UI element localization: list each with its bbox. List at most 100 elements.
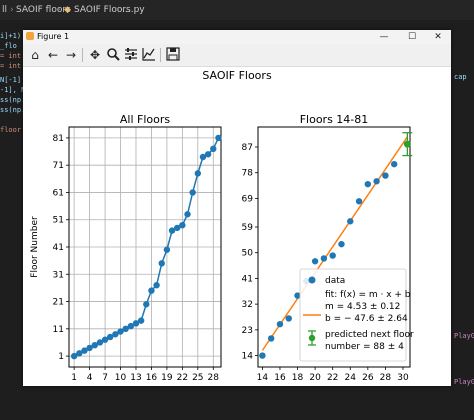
- data-point: [347, 218, 354, 225]
- data-point: [101, 336, 109, 343]
- data-point: [168, 227, 176, 234]
- edit-axis-icon[interactable]: [141, 47, 157, 63]
- x-tick-label: 30: [397, 373, 409, 383]
- legend-data-marker: [308, 276, 316, 284]
- data-point: [204, 151, 212, 158]
- code-line: N[-1]: [0, 76, 22, 84]
- y-tick-label: 81: [53, 134, 64, 144]
- data-point: [311, 258, 319, 265]
- data-point: [215, 134, 222, 142]
- terminal-area: [0, 400, 474, 420]
- y-tick-label: 41: [53, 243, 64, 253]
- y-tick-label: 11: [53, 325, 64, 335]
- x-tick-label: 26: [362, 373, 374, 383]
- y-tick-label: 69: [242, 194, 254, 204]
- data-point: [199, 153, 207, 161]
- code-line: ss(np.: [0, 106, 26, 114]
- code-editor-fragment[interactable]: i]+1) _flo = int = int N[-1] -1], N ss(n…: [0, 20, 26, 400]
- data-point: [81, 347, 88, 354]
- legend-fit-slope: m = 4.53 ± 0.12: [325, 302, 400, 312]
- x-tick-label: 18: [292, 373, 304, 383]
- pan-icon[interactable]: ✥: [89, 48, 101, 62]
- data-point: [184, 211, 191, 218]
- figure-window[interactable]: Figure 1 — ☐ ✕ ⌂ ← → ✥ SAOIF Floors All …: [23, 30, 451, 386]
- data-point: [70, 352, 78, 360]
- y-tick-label: 59: [242, 223, 254, 233]
- save-icon[interactable]: [165, 47, 181, 63]
- y-tick-label: 51: [53, 216, 64, 226]
- legend-prediction-value: number = 88 ± 4: [325, 342, 404, 352]
- maximize-button[interactable]: ☐: [407, 32, 417, 42]
- x-tick-label: 22: [327, 373, 338, 383]
- data-point: [132, 320, 140, 327]
- data-point: [355, 198, 363, 205]
- terminal-line: PlayG: [454, 332, 474, 340]
- chart-title-floors-14-81: Floors 14-81: [300, 113, 369, 126]
- data-point: [194, 170, 202, 177]
- data-point: [320, 255, 328, 262]
- data-point: [107, 333, 114, 341]
- y-tick-label: 21: [53, 298, 64, 308]
- minimize-button[interactable]: —: [379, 32, 389, 42]
- y-tick-label: 87: [242, 143, 253, 153]
- y-tick-label: 71: [53, 161, 64, 171]
- configure-subplots-icon[interactable]: [123, 47, 139, 63]
- back-arrow-icon[interactable]: ←: [47, 48, 59, 62]
- breadcrumb-item[interactable]: ...: [122, 5, 131, 15]
- legend-fit-label: fit: f(x) = m · x + b: [325, 290, 411, 300]
- y-tick-label: 41: [242, 274, 253, 284]
- data-point: [294, 292, 301, 299]
- x-tick-label: 14: [257, 373, 269, 383]
- data-point: [382, 172, 389, 179]
- data-point: [122, 325, 129, 333]
- x-tick-label: 20: [309, 373, 321, 383]
- y-tick-label: 1: [58, 352, 64, 362]
- window-titlebar[interactable]: Figure 1 — ☐ ✕: [23, 30, 451, 44]
- data-point: [76, 350, 83, 357]
- data-point: [210, 145, 217, 153]
- close-button[interactable]: ✕: [434, 32, 442, 42]
- prediction-point: [403, 140, 411, 148]
- figure-canvas[interactable]: SAOIF Floors All Floors Floors 14-81 Flo…: [23, 67, 451, 386]
- data-point: [143, 301, 150, 308]
- x-tick-label: 13: [130, 373, 141, 383]
- data-point: [364, 180, 372, 188]
- zoom-icon[interactable]: [105, 47, 121, 63]
- data-point: [373, 178, 380, 185]
- legend-prediction-dot: [308, 334, 316, 342]
- y-tick-label: 14: [242, 352, 254, 362]
- x-tick-label: 28: [208, 373, 220, 383]
- x-tick-label: 4: [87, 373, 93, 383]
- code-line: = int: [0, 52, 22, 60]
- y-tick-label: 50: [242, 249, 254, 259]
- breadcrumb-item[interactable]: SAOIF floors: [16, 5, 71, 15]
- data-point: [117, 328, 124, 335]
- code-line: = int: [0, 62, 22, 70]
- home-icon[interactable]: ⌂: [31, 48, 39, 62]
- data-point: [163, 246, 171, 253]
- breadcrumb-item[interactable]: SAOIF Floors.py: [74, 5, 145, 15]
- legend-fit-intercept: b = − 47.6 ± 2.64: [325, 314, 408, 324]
- window-app-icon: [26, 32, 34, 40]
- data-point: [112, 331, 119, 338]
- code-line: _flo: [0, 42, 17, 50]
- matplotlib-toolbar: ⌂ ← → ✥: [23, 44, 451, 67]
- chart-title-all-floors: All Floors: [120, 113, 170, 126]
- data-point: [338, 240, 345, 248]
- data-point: [285, 315, 292, 322]
- data-point: [259, 352, 266, 359]
- code-line: i]+1): [0, 32, 22, 40]
- x-tick-label: 19: [161, 373, 173, 383]
- y-tick-label: 31: [53, 270, 64, 280]
- data-point: [86, 344, 93, 352]
- x-tick-label: 24: [345, 373, 357, 383]
- breadcrumb-item[interactable]: ll: [2, 5, 8, 15]
- y-tick-label: 32: [242, 300, 253, 310]
- data-point: [91, 341, 98, 349]
- forward-arrow-icon[interactable]: →: [65, 48, 77, 62]
- y-axis-label: Floor Number: [30, 216, 40, 278]
- axes-frame: [257, 126, 411, 368]
- x-tick-label: 25: [192, 373, 203, 383]
- data-point: [137, 317, 145, 324]
